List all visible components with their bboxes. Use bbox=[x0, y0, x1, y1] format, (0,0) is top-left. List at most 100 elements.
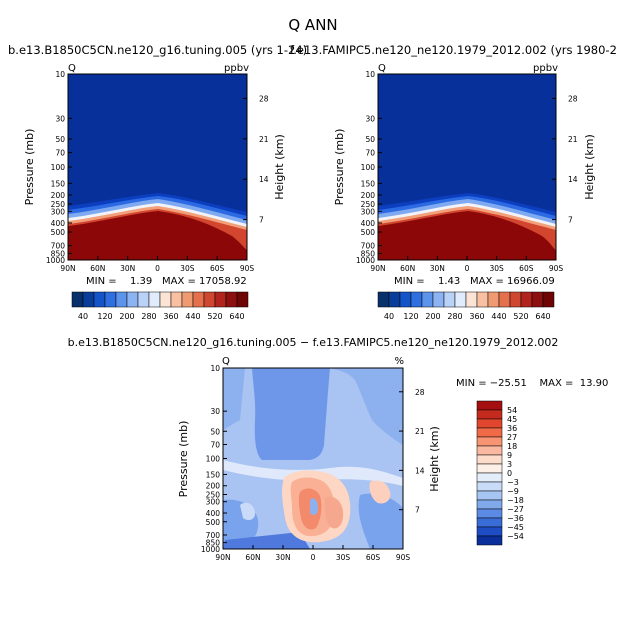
right-colorbar-label: 520 bbox=[513, 312, 528, 321]
right-pressure-tick-label: 200 bbox=[361, 191, 376, 200]
right-ylabel: Pressure (mb) bbox=[333, 129, 346, 206]
left-lat-tick-label: 60S bbox=[210, 264, 225, 273]
left-max-label: MAX = 17058.92 bbox=[162, 276, 247, 287]
panel-diff-title: b.e13.B1850C5CN.ne120_g16.tuning.005 − f… bbox=[68, 336, 559, 349]
diff-pressure-tick-label: 100 bbox=[206, 455, 221, 464]
right-pressure-tick-label: 700 bbox=[361, 242, 376, 251]
diff-colorbar-swatch bbox=[476, 454, 503, 465]
right-colorbar-label: 200 bbox=[425, 312, 440, 321]
diff-colorbar-swatch bbox=[476, 472, 503, 483]
diff-colorbar-swatch bbox=[476, 535, 503, 546]
left-colorbar-swatch bbox=[148, 291, 161, 308]
diff-pressure-tick-label: 250 bbox=[206, 491, 221, 500]
diff-colorbar-swatch bbox=[476, 481, 503, 492]
diff-pressure-tick-label: 500 bbox=[206, 518, 221, 527]
right-max-label: MAX = 16966.09 bbox=[470, 276, 555, 287]
diff-colorbar-swatch bbox=[476, 463, 503, 474]
diff-pressure-tick-label: 30 bbox=[210, 407, 220, 416]
right-colorbar-label: 440 bbox=[491, 312, 506, 321]
right-latitude-axis: 90N 60N 30N 0 30S 60S 90S bbox=[370, 256, 563, 273]
left-colorbar-swatch bbox=[203, 291, 216, 308]
right-colorbar-swatch bbox=[421, 291, 434, 308]
diff-lat-tick-label: 30S bbox=[336, 553, 351, 562]
left-units-label: ppbv bbox=[224, 63, 249, 74]
diff-colorbar-swatch bbox=[476, 445, 503, 456]
left-latitude-axis: 90N 60N 30N 0 30S 60S 90S bbox=[60, 256, 254, 273]
diff-colorbar-label: −36 bbox=[507, 514, 524, 523]
diff-height-tick-label: 14 bbox=[415, 466, 425, 475]
diff-colorbar-swatch bbox=[476, 436, 503, 447]
diff-pressure-tick-label: 1000 bbox=[201, 545, 220, 554]
left-pressure-tick-label: 1000 bbox=[46, 256, 65, 265]
right-ylabel-right: Height (km) bbox=[583, 134, 596, 200]
left-colorbar-swatch bbox=[104, 291, 117, 308]
diff-colorbar-swatch bbox=[476, 427, 503, 438]
right-min-label: MIN = bbox=[394, 276, 425, 287]
right-variable-label: Q bbox=[378, 63, 386, 74]
right-colorbar-label: 360 bbox=[469, 312, 484, 321]
diff-lat-tick-label: 60S bbox=[366, 553, 381, 562]
left-colorbar-swatch bbox=[225, 291, 238, 308]
diff-colorbar-label: −9 bbox=[507, 487, 519, 496]
left-pressure-tick-label: 50 bbox=[55, 135, 65, 144]
diff-colorbar-label: −45 bbox=[507, 523, 524, 532]
left-colorbar-swatch bbox=[126, 291, 139, 308]
right-colorbar-swatch bbox=[388, 291, 401, 308]
diff-pressure-tick-label: 850 bbox=[206, 539, 221, 548]
left-colorbar-swatch bbox=[159, 291, 172, 308]
left-colorbar-swatch bbox=[93, 291, 106, 308]
left-colorbar-label: 520 bbox=[207, 312, 222, 321]
right-pressure-tick-label: 250 bbox=[361, 200, 376, 209]
diff-pressure-tick-label: 150 bbox=[206, 470, 221, 479]
left-height-axis: 7 14 21 28 bbox=[243, 94, 269, 225]
left-colorbar-label: 120 bbox=[97, 312, 112, 321]
left-ylabel-right: Height (km) bbox=[273, 134, 286, 200]
right-pressure-tick-label: 500 bbox=[361, 228, 376, 237]
left-colorbar-swatch bbox=[192, 291, 205, 308]
diff-lat-tick-label: 0 bbox=[311, 553, 316, 562]
diff-colorbar-label: 9 bbox=[507, 451, 512, 460]
diff-colorbar-label: −3 bbox=[507, 478, 519, 487]
diff-colorbar-label: 18 bbox=[507, 442, 517, 451]
left-variable-label: Q bbox=[68, 63, 76, 74]
left-pressure-tick-label: 700 bbox=[51, 242, 66, 251]
right-colorbar-swatch bbox=[443, 291, 456, 308]
panel-right-title: f.e13.FAMIPC5.ne120_ne120.1979_2012.002 … bbox=[290, 43, 617, 57]
diff-height-tick-label: 28 bbox=[415, 388, 425, 397]
left-colorbar-swatch bbox=[214, 291, 227, 308]
diff-colorbar-label: 27 bbox=[507, 433, 517, 442]
diff-field bbox=[223, 368, 403, 549]
right-colorbar-swatch bbox=[432, 291, 445, 308]
left-lat-tick-label: 90N bbox=[60, 264, 75, 273]
left-colorbar-swatch bbox=[236, 291, 249, 308]
left-lat-tick-label: 0 bbox=[155, 264, 160, 273]
left-colorbar-swatch bbox=[71, 291, 84, 308]
right-colorbar-swatch bbox=[487, 291, 500, 308]
right-colorbar-swatch bbox=[410, 291, 423, 308]
left-colorbar-label: 280 bbox=[141, 312, 156, 321]
right-height-tick-label: 21 bbox=[568, 135, 578, 144]
diff-pressure-tick-label: 10 bbox=[210, 364, 220, 373]
left-height-tick-label: 21 bbox=[259, 135, 269, 144]
diff-latitude-axis: 90N 60N 30N 0 30S 60S 90S bbox=[215, 545, 410, 562]
left-colorbar-swatch bbox=[137, 291, 150, 308]
right-height-axis: 7 14 21 28 bbox=[552, 94, 578, 225]
diff-min-max: MIN = −25.51 MAX = 13.90 bbox=[456, 378, 608, 389]
diff-lat-tick-label: 30N bbox=[275, 553, 290, 562]
right-lat-tick-label: 30N bbox=[430, 264, 445, 273]
diff-colorbar-label: −18 bbox=[507, 496, 524, 505]
left-height-tick-label: 7 bbox=[259, 216, 264, 225]
left-pressure-tick-label: 400 bbox=[51, 219, 66, 228]
diff-colorbar-swatch bbox=[476, 418, 503, 429]
diff-colorbar-label: 54 bbox=[507, 406, 517, 415]
right-pressure-tick-label: 400 bbox=[361, 219, 376, 228]
right-colorbar-swatch bbox=[377, 291, 390, 308]
diff-units-label: % bbox=[394, 356, 404, 367]
left-pressure-tick-label: 250 bbox=[51, 200, 66, 209]
diff-colorbar-swatch bbox=[476, 499, 503, 510]
diff-colorbar-label: −54 bbox=[507, 532, 524, 541]
left-height-tick-label: 28 bbox=[259, 94, 269, 103]
left-colorbar-label: 200 bbox=[119, 312, 134, 321]
left-lat-tick-label: 30S bbox=[180, 264, 195, 273]
right-field bbox=[378, 74, 556, 260]
